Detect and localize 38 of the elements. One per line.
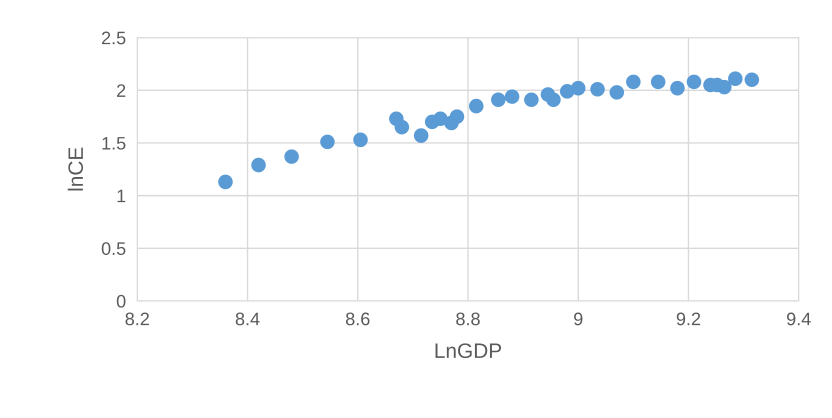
point — [570, 80, 586, 96]
point — [626, 74, 641, 90]
point — [251, 158, 266, 172]
point — [284, 149, 299, 164]
x-tick-label: 8.8 — [456, 312, 480, 326]
point — [218, 174, 233, 190]
point — [610, 85, 624, 100]
point — [450, 109, 464, 124]
point — [491, 92, 506, 108]
point — [717, 80, 732, 94]
point — [524, 92, 539, 108]
point — [353, 132, 368, 148]
point — [504, 89, 520, 104]
point — [414, 128, 428, 143]
y-tick-label: 0.5 — [102, 242, 126, 256]
x-axis-title: LnGDP — [436, 343, 502, 358]
x-tick-label: 8.6 — [346, 312, 370, 326]
x-tick-label: 9.2 — [676, 312, 700, 326]
point — [650, 74, 666, 90]
point — [670, 80, 685, 96]
point — [744, 72, 760, 88]
x-tick-label: 8.4 — [236, 312, 260, 326]
y-tick-label: 1.5 — [102, 137, 126, 150]
y-axis-title: lnCE — [68, 148, 84, 190]
point — [394, 120, 410, 134]
x-tick-label: 9.4 — [787, 312, 811, 326]
x-tick-label: 8.2 — [126, 312, 149, 326]
x-tick-label: 9 — [574, 312, 582, 326]
point — [468, 98, 484, 114]
y-tick-label: 2.5 — [102, 32, 126, 44]
point — [546, 92, 561, 108]
point — [686, 74, 702, 90]
point — [590, 82, 605, 97]
y-tick-label: 0 — [116, 294, 126, 308]
point — [728, 71, 743, 86]
y-tick-label: 1 — [118, 190, 126, 202]
point — [320, 134, 335, 150]
y-tick-label: 2 — [117, 84, 126, 97]
